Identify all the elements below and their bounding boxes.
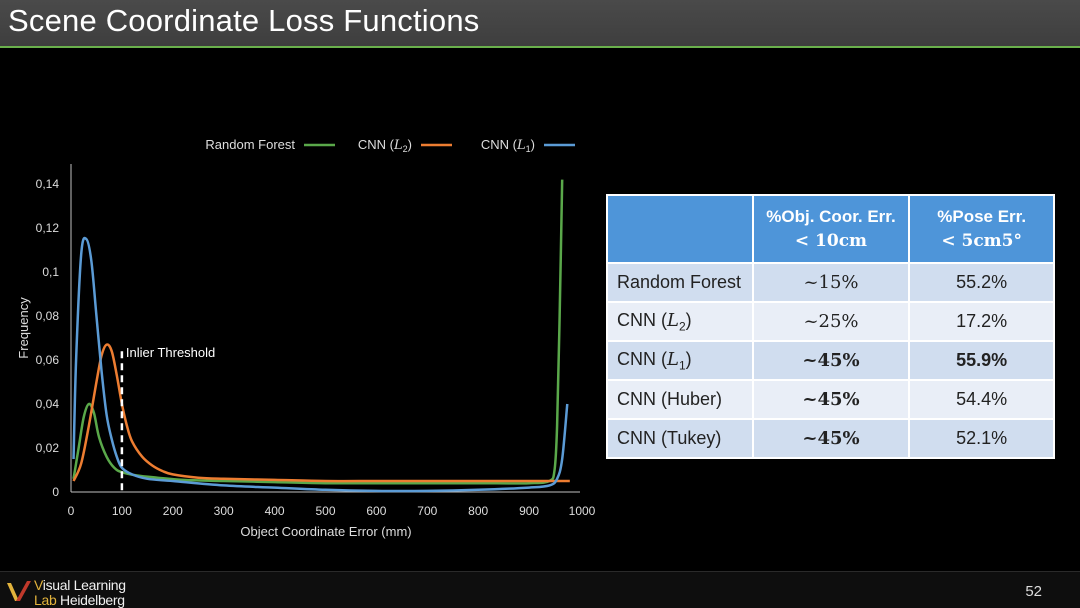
table-row: Random Forest ~15% 55.2% — [606, 262, 1055, 303]
x-tick-label: 400 — [265, 504, 285, 518]
y-tick-label: 0,14 — [36, 177, 60, 191]
slide-header: Scene Coordinate Loss Functions — [0, 0, 1080, 48]
y-tick-label: 0,02 — [36, 441, 60, 455]
table-header-row: %Obj. Coor. Err. < 10cm %Pose Err. < 5cm… — [606, 194, 1055, 264]
table-cell-pose-err: 54.4% — [908, 379, 1055, 420]
y-tick-label: 0,06 — [36, 353, 60, 367]
legend-label: CNN (L2) — [358, 137, 412, 154]
y-tick-label: 0,12 — [36, 221, 60, 235]
x-tick-label: 1000 — [569, 504, 596, 518]
table-cell-obj-err: ~45% — [751, 340, 911, 381]
table-header-obj-line2: < 10cm — [794, 231, 868, 251]
table-cell-method: CNN (Tukey) — [606, 418, 754, 459]
table-header-obj-err: %Obj. Coor. Err. < 10cm — [751, 194, 911, 264]
threshold-label: Inlier Threshold — [126, 345, 215, 360]
legend-label: CNN (L1) — [481, 137, 535, 154]
table-cell-obj-err: ~45% — [751, 418, 911, 459]
table-cell-pose-err: 17.2% — [908, 301, 1055, 342]
series-line-1 — [72, 343, 570, 483]
x-tick-label: 0 — [68, 504, 75, 518]
inlier-threshold-annotation: Inlier Threshold — [120, 345, 215, 492]
chart-series — [72, 179, 570, 493]
table-header-method — [606, 194, 754, 264]
table-cell-pose-err: 52.1% — [908, 418, 1055, 459]
x-tick-label: 500 — [315, 504, 335, 518]
table-cell-method: CNN (L1) — [606, 340, 754, 381]
table-cell-obj-err: ~45% — [751, 379, 911, 420]
table-cell-obj-err: ~15% — [751, 262, 911, 303]
table-header-obj-line1: %Obj. Coor. Err. — [766, 207, 896, 226]
logo-check-mark-icon — [7, 581, 31, 601]
table-cell-pose-err: 55.9% — [908, 340, 1055, 381]
table-cell-method: Random Forest — [606, 262, 754, 303]
table-header-pose-line1: %Pose Err. — [937, 207, 1027, 226]
x-tick-label: 900 — [519, 504, 539, 518]
chart-axes: 0 100 200 300 400 500 600 700 800 900 1000 0 0,02 0,0… — [16, 164, 596, 539]
slide-number: 52 — [1025, 583, 1042, 600]
logo-line-1: Visual Learning — [34, 577, 126, 593]
y-tick-label: 0,08 — [36, 309, 60, 323]
table-cell-method: CNN (L2) — [606, 301, 754, 342]
series-line-2 — [72, 236, 569, 493]
table-cell-method: CNN (Huber) — [606, 379, 754, 420]
x-tick-label: 700 — [417, 504, 437, 518]
legend-label: Random Forest — [205, 137, 295, 152]
table-row: CNN (L2) ~25% 17.2% — [606, 301, 1055, 342]
table-cell-pose-err: 55.2% — [908, 262, 1055, 303]
series-line-0 — [72, 179, 564, 485]
logo-line-2: Lab Heidelberg — [34, 592, 125, 608]
results-table: %Obj. Coor. Err. < 10cm %Pose Err. < 5cm… — [606, 194, 1055, 459]
x-axis-title: Object Coordinate Error (mm) — [240, 524, 411, 539]
y-tick-label: 0 — [52, 485, 59, 499]
chart-legend: Random Forest CNN (L2) CNN (L1) — [205, 137, 575, 154]
x-tick-label: 600 — [366, 504, 386, 518]
slide-footer: Visual Learning Lab Heidelberg 52 — [0, 571, 1080, 608]
table-cell-obj-err: ~25% — [751, 301, 911, 342]
y-tick-label: 0,04 — [36, 397, 60, 411]
x-tick-label: 200 — [163, 504, 183, 518]
y-tick-label: 0,1 — [42, 265, 59, 279]
table-row: CNN (L1) ~45% 55.9% — [606, 340, 1055, 381]
table-header-pose-line2: < 5cm5° — [941, 231, 1022, 251]
x-tick-label: 300 — [214, 504, 234, 518]
x-tick-label: 800 — [468, 504, 488, 518]
frequency-line-chart: Random Forest CNN (L2) CNN (L1) 0 100 200 300… — [16, 137, 596, 539]
x-tick-label: 100 — [112, 504, 132, 518]
lab-logo: Visual Learning Lab Heidelberg — [6, 577, 136, 608]
table-row: CNN (Huber) ~45% 54.4% — [606, 379, 1055, 420]
y-axis-title: Frequency — [16, 297, 31, 359]
table-row: CNN (Tukey) ~45% 52.1% — [606, 418, 1055, 459]
slide-title: Scene Coordinate Loss Functions — [8, 3, 480, 38]
table-header-pose-err: %Pose Err. < 5cm5° — [908, 194, 1055, 264]
